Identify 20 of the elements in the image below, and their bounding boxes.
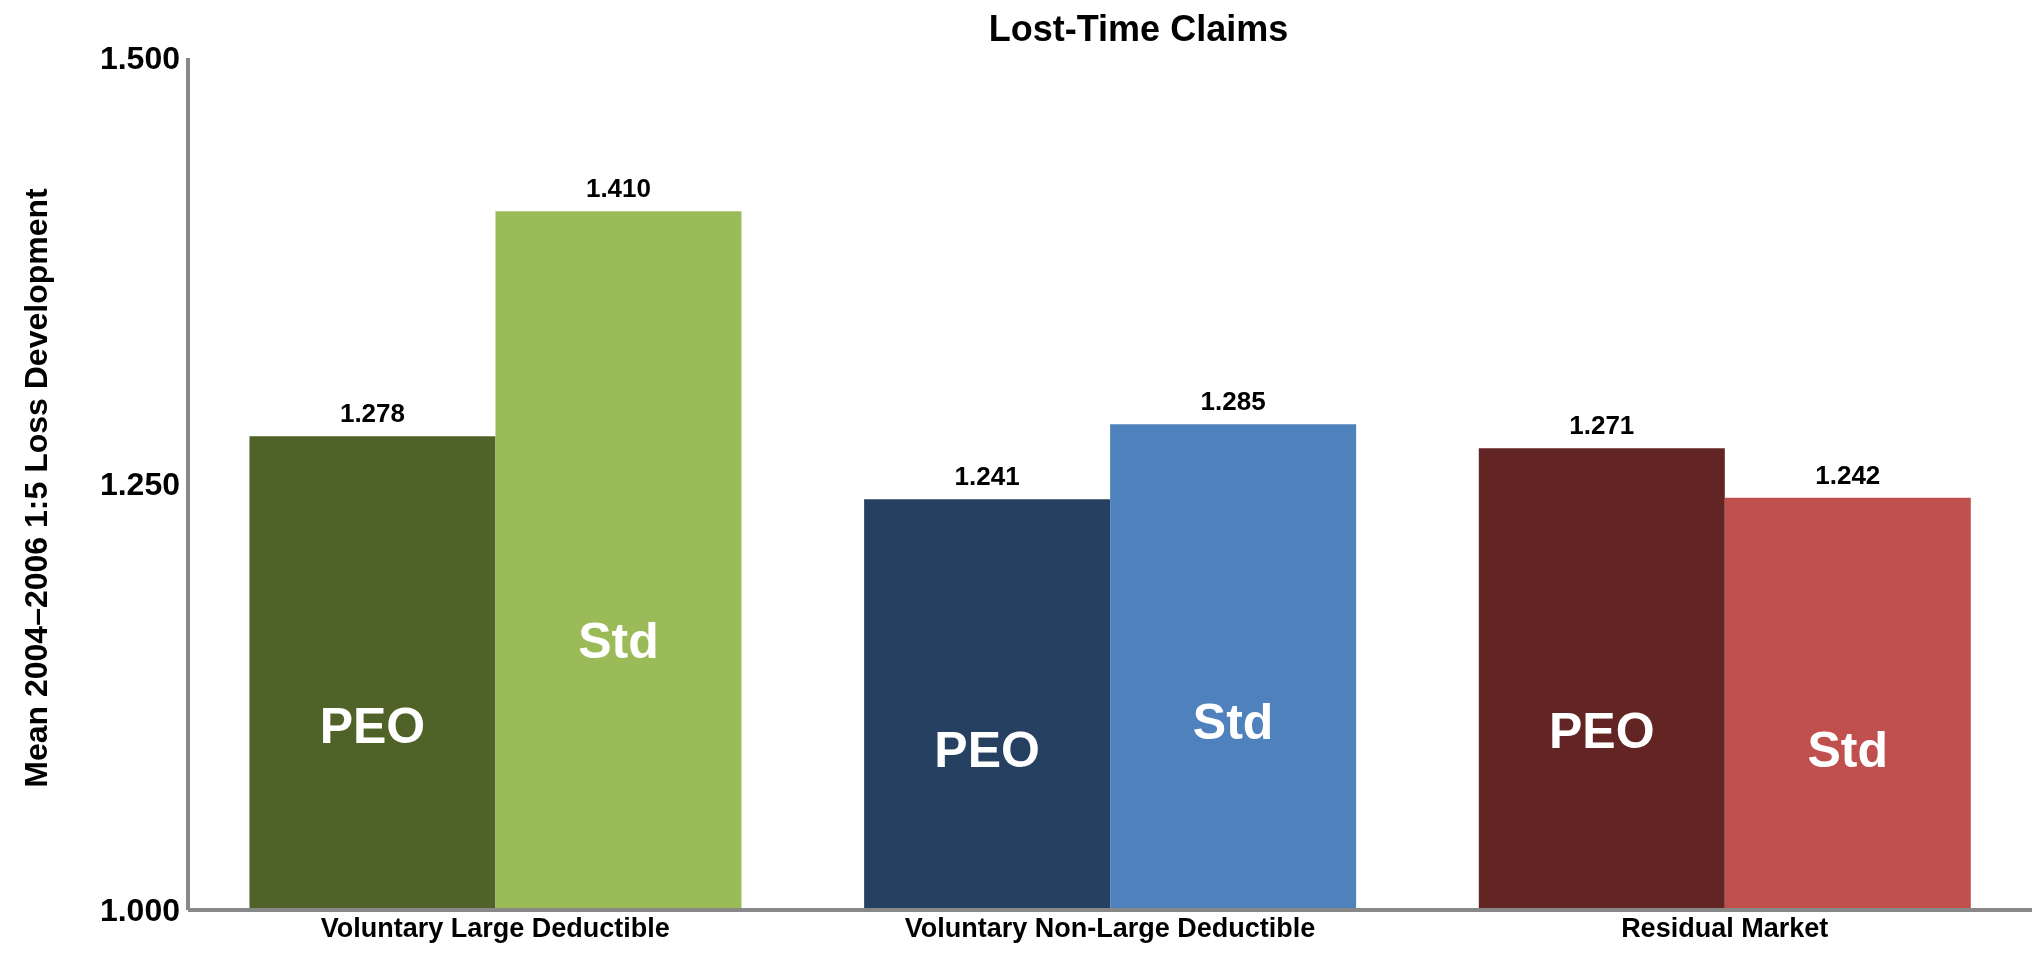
- data-label: 1.410: [585, 173, 652, 204]
- x-tick-label: Voluntary Non-Large Deductible: [904, 913, 1316, 944]
- x-tick-label: Residual Market: [1621, 913, 1829, 944]
- data-label: 1.285: [1200, 386, 1266, 417]
- text: Std: [1807, 721, 1889, 778]
- y-tick-label: 1.500: [99, 40, 180, 77]
- text: PEO: [1549, 702, 1655, 759]
- data-label: 1.242: [1815, 459, 1881, 490]
- series-label: Std: [578, 612, 659, 669]
- chart-title: Lost-Time Claims: [987, 8, 1290, 50]
- y-tick-label: 1.000: [99, 892, 180, 929]
- data-label: 1.271: [1569, 410, 1635, 441]
- y-tick-label: 1.250: [99, 466, 180, 503]
- series-label: PEO: [319, 698, 426, 755]
- y-axis-title: Mean 2004–2006 1:5 Loss Development: [17, 188, 55, 788]
- x-tick-label: Voluntary Large Deductible: [320, 913, 670, 944]
- data-label: 1.241: [954, 461, 1020, 492]
- data-label: 1.278: [339, 398, 406, 429]
- text: PEO: [934, 722, 1040, 779]
- text: Std: [1192, 693, 1274, 750]
